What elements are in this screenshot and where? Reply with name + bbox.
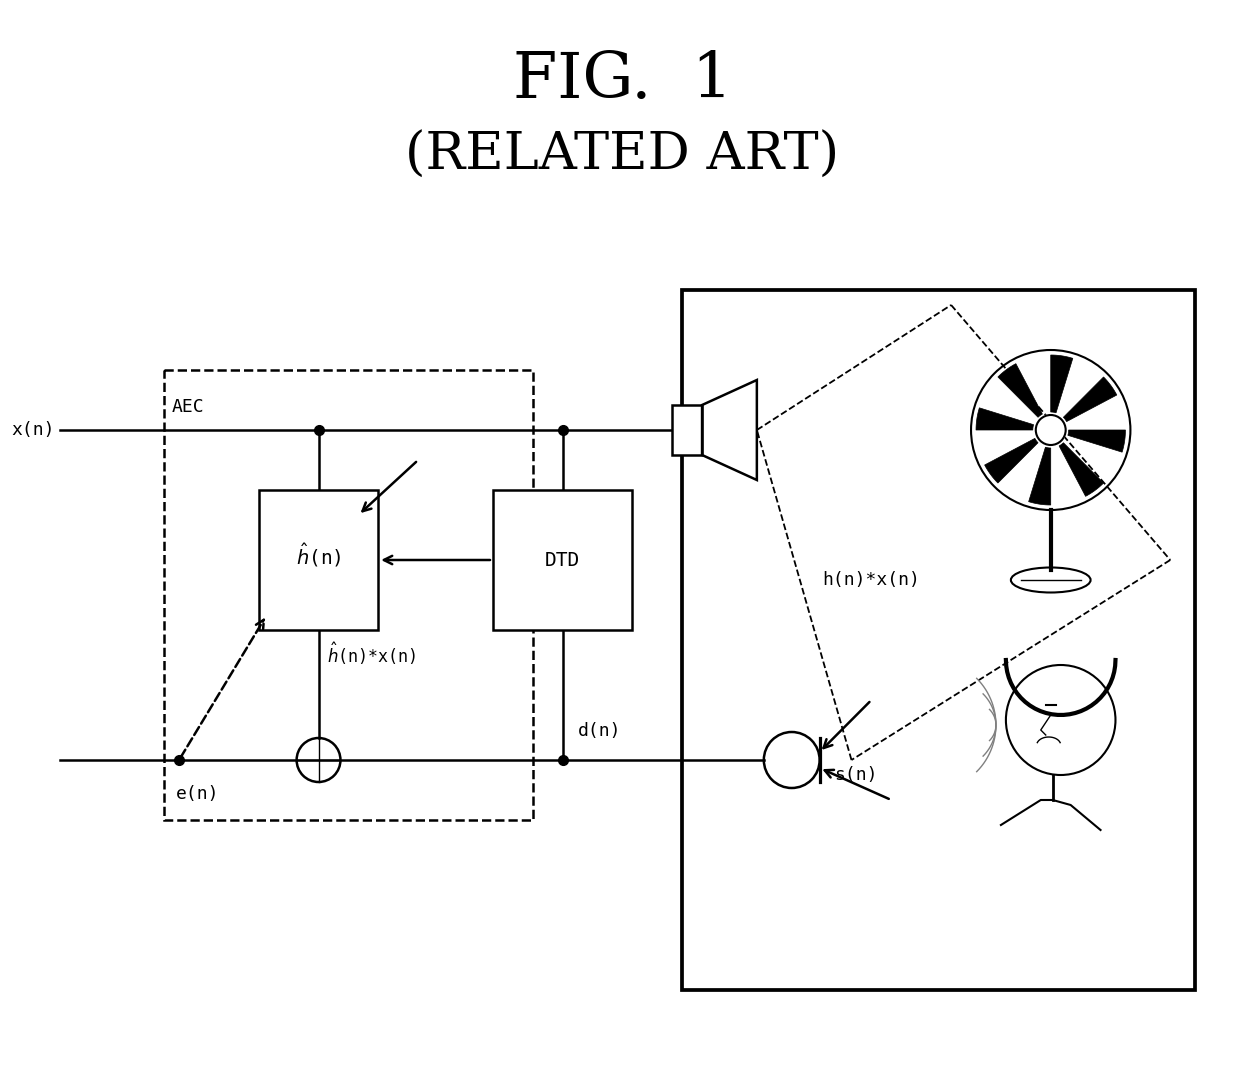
Polygon shape (1059, 443, 1104, 496)
Text: e(n): e(n) (176, 785, 219, 802)
Text: (RELATED ART): (RELATED ART) (405, 129, 839, 181)
Text: AEC: AEC (172, 398, 205, 416)
Bar (164, 370, 533, 820)
Polygon shape (1050, 355, 1073, 413)
Bar (672, 406, 702, 455)
Bar (492, 490, 632, 630)
Text: s(n): s(n) (835, 766, 878, 784)
Bar (259, 490, 378, 630)
Text: $\hat{h}$(n): $\hat{h}$(n) (296, 541, 341, 569)
Text: $\hat{h}$(n)*x(n): $\hat{h}$(n)*x(n) (326, 640, 415, 667)
Polygon shape (1068, 430, 1126, 453)
Polygon shape (985, 439, 1038, 483)
Polygon shape (1029, 447, 1050, 505)
Polygon shape (976, 408, 1034, 430)
Circle shape (1035, 415, 1065, 445)
Polygon shape (1064, 377, 1117, 422)
Text: h(n)*x(n): h(n)*x(n) (822, 571, 920, 588)
Bar (682, 290, 1195, 990)
Polygon shape (998, 364, 1043, 417)
Text: DTD: DTD (544, 550, 580, 569)
Text: x(n): x(n) (11, 421, 55, 439)
Text: FIG.  1: FIG. 1 (512, 49, 732, 110)
Text: d(n): d(n) (578, 722, 621, 740)
